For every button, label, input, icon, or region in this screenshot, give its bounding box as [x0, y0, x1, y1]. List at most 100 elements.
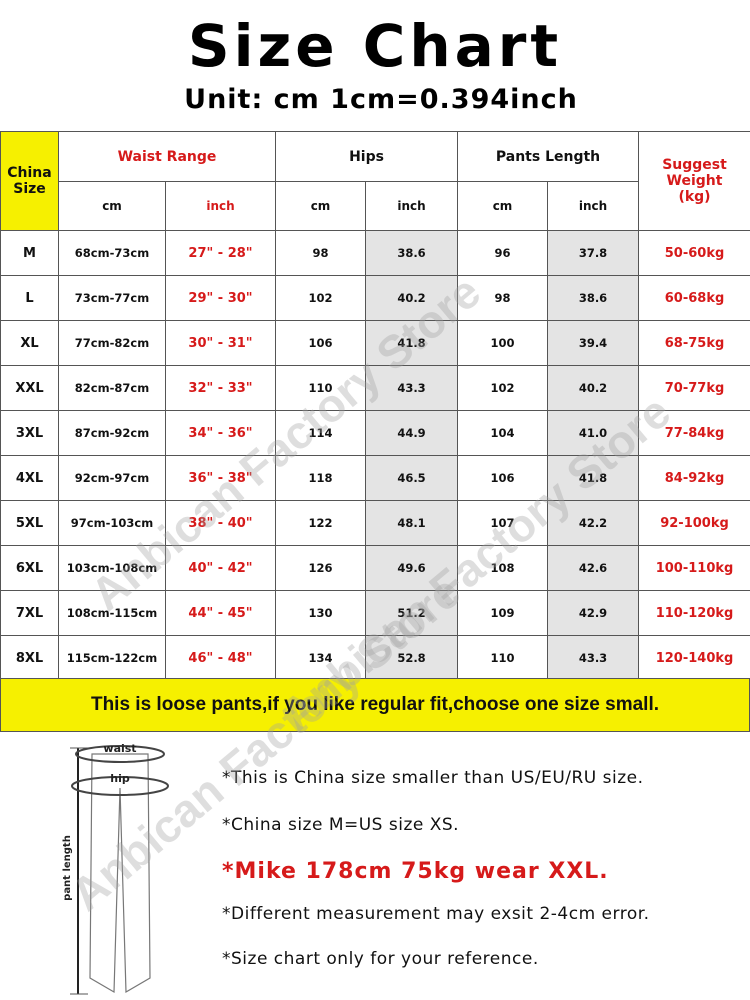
cell-hips-inch: 43.3 [365, 365, 458, 411]
note-item: *Size chart only for your reference. [222, 949, 539, 969]
cell-hips-cm: 126 [275, 545, 366, 591]
subheader-length-cm: cm [457, 181, 548, 231]
header-hips: Hips [275, 131, 458, 182]
header-china-size: China Size [0, 131, 59, 231]
fit-banner: This is loose pants,if you like regular … [0, 678, 750, 732]
unit-subtitle: Unit: cm 1cm=0.394inch [184, 84, 578, 115]
size-table: China Size Waist Range Hips Pants Length… [0, 131, 750, 681]
cell-size: 4XL [0, 455, 59, 501]
table-row: 6XL 103cm-108cm 40" - 42" 126 49.6 108 42.6 100… [0, 545, 750, 591]
cell-length-cm: 104 [457, 410, 548, 456]
table-row: L 73cm-77cm 29" - 30" 102 40.2 98 38.6 60-68kg [0, 275, 750, 321]
cell-hips-cm: 118 [275, 455, 366, 501]
cell-length-inch: 41.8 [546, 455, 640, 501]
cell-waist-cm: 92cm-97cm [58, 455, 166, 501]
table-row: 7XL 108cm-115cm 44" - 45" 130 51.2 109 42.9 110… [0, 590, 750, 636]
cell-weight: 110-120kg [638, 590, 750, 636]
cell-length-inch: 39.4 [546, 320, 640, 366]
cell-waist-cm: 77cm-82cm [58, 320, 166, 366]
cell-length-cm: 106 [457, 455, 548, 501]
cell-length-inch: 41.0 [546, 410, 640, 456]
cell-length-cm: 96 [457, 230, 548, 276]
cell-hips-cm: 122 [275, 500, 366, 546]
cell-size: 6XL [0, 545, 59, 591]
diagram-length-label: pant length [62, 835, 73, 901]
cell-waist-inch: 30" - 31" [165, 320, 276, 366]
table-row: 8XL 115cm-122cm 46" - 48" 134 52.8 110 43.3 120… [0, 635, 750, 681]
cell-size: 7XL [0, 590, 59, 636]
table-row: 5XL 97cm-103cm 38" - 40" 122 48.1 107 42.2 92-1… [0, 500, 750, 546]
cell-waist-cm: 87cm-92cm [58, 410, 166, 456]
table-row: XXL 82cm-87cm 32" - 33" 110 43.3 102 40.2 70-77… [0, 365, 750, 411]
subheader-length-inch: inch [546, 181, 640, 231]
cell-hips-cm: 114 [275, 410, 366, 456]
cell-weight: 77-84kg [638, 410, 750, 456]
cell-length-inch: 40.2 [546, 365, 640, 411]
table-row: 4XL 92cm-97cm 36" - 38" 118 46.5 106 41.8 84-92… [0, 455, 750, 501]
cell-waist-cm: 82cm-87cm [58, 365, 166, 411]
cell-waist-inch: 38" - 40" [165, 500, 276, 546]
cell-length-inch: 42.2 [546, 500, 640, 546]
cell-hips-inch: 46.5 [365, 455, 458, 501]
cell-waist-inch: 29" - 30" [165, 275, 276, 321]
cell-hips-inch: 38.6 [365, 230, 458, 276]
cell-weight: 70-77kg [638, 365, 750, 411]
diagram-waist-label: waist [103, 742, 136, 755]
cell-length-cm: 102 [457, 365, 548, 411]
cell-length-inch: 38.6 [546, 275, 640, 321]
cell-waist-inch: 34" - 36" [165, 410, 276, 456]
cell-weight: 50-60kg [638, 230, 750, 276]
header-row: China Size Waist Range Hips Pants Length… [0, 131, 750, 231]
cell-length-inch: 42.9 [546, 590, 640, 636]
cell-size: 5XL [0, 500, 59, 546]
cell-waist-cm: 68cm-73cm [58, 230, 166, 276]
subheader-row: cm inch cm inch cm inch [1, 181, 750, 231]
cell-hips-cm: 106 [275, 320, 366, 366]
cell-weight: 68-75kg [638, 320, 750, 366]
cell-hips-inch: 48.1 [365, 500, 458, 546]
cell-length-cm: 107 [457, 500, 548, 546]
note-item: *This is China size smaller than US/EU/R… [222, 768, 644, 788]
header-pants-length: Pants Length [456, 131, 640, 182]
cell-waist-cm: 108cm-115cm [58, 590, 166, 636]
page-title: Size Chart [187, 12, 563, 80]
header-suggest-weight: Suggest Weight (kg) [638, 131, 750, 231]
cell-weight: 84-92kg [638, 455, 750, 501]
cell-hips-cm: 134 [275, 635, 366, 681]
subheader-hips-cm: cm [275, 181, 366, 231]
cell-waist-inch: 46" - 48" [165, 635, 276, 681]
cell-waist-cm: 115cm-122cm [58, 635, 166, 681]
cell-hips-inch: 44.9 [365, 410, 458, 456]
cell-length-inch: 42.6 [546, 545, 640, 591]
cell-weight: 120-140kg [638, 635, 750, 681]
cell-waist-inch: 36" - 38" [165, 455, 276, 501]
cell-length-cm: 100 [457, 320, 548, 366]
cell-length-inch: 37.8 [546, 230, 640, 276]
cell-size: 8XL [0, 635, 59, 681]
cell-size: XL [0, 320, 59, 366]
table-row: XL 77cm-82cm 30" - 31" 106 41.8 100 39.4 68-75k… [0, 320, 750, 366]
cell-hips-cm: 110 [275, 365, 366, 411]
cell-weight: 60-68kg [638, 275, 750, 321]
cell-size: XXL [0, 365, 59, 411]
header-waist-range: Waist Range [58, 131, 276, 182]
cell-weight: 100-110kg [638, 545, 750, 591]
cell-weight: 92-100kg [638, 500, 750, 546]
subheader-hips-inch: inch [365, 181, 458, 231]
table-row: 3XL 87cm-92cm 34" - 36" 114 44.9 104 41.0 77-84… [0, 410, 750, 456]
cell-waist-inch: 32" - 33" [165, 365, 276, 411]
cell-length-cm: 108 [457, 545, 548, 591]
cell-size: M [0, 230, 59, 276]
note-item-highlight: *Mike 178cm 75kg wear XXL. [222, 859, 609, 884]
cell-waist-inch: 40" - 42" [165, 545, 276, 591]
cell-length-inch: 43.3 [546, 635, 640, 681]
subheader-waist-cm: cm [58, 181, 166, 231]
diagram-hip-label: hip [110, 772, 130, 785]
note-item: *Different measurement may exsit 2-4cm e… [222, 904, 650, 924]
cell-waist-inch: 27" - 28" [165, 230, 276, 276]
cell-hips-cm: 130 [275, 590, 366, 636]
cell-waist-cm: 97cm-103cm [58, 500, 166, 546]
cell-size: L [0, 275, 59, 321]
cell-length-cm: 110 [457, 635, 548, 681]
cell-hips-inch: 40.2 [365, 275, 458, 321]
